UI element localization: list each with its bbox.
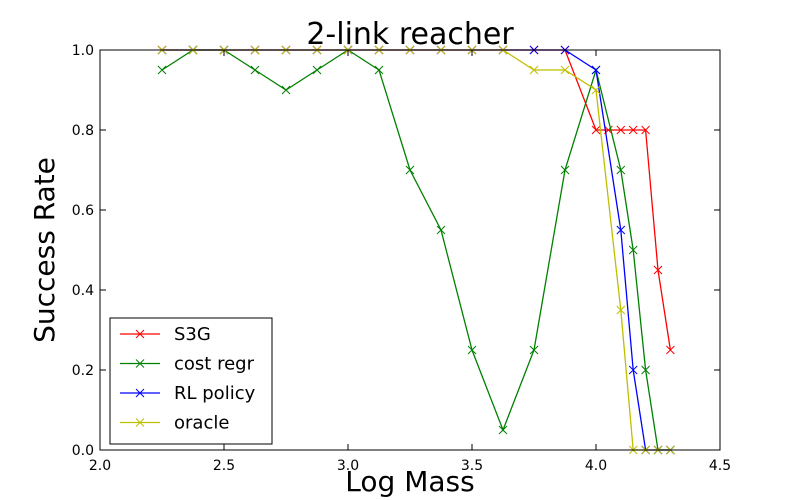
data-point	[498, 425, 508, 435]
legend-label: oracle	[174, 413, 229, 434]
data-point	[157, 65, 167, 75]
legend-marker	[135, 329, 145, 339]
y-axis-label: Success Rate	[28, 157, 61, 343]
data-point	[560, 165, 570, 175]
legend-marker	[135, 388, 145, 398]
data-point	[641, 125, 650, 135]
data-point	[628, 125, 638, 135]
data-point	[374, 65, 384, 75]
data-point	[616, 305, 626, 315]
axis-ticks: 2.0 2.5 3.0 3.5 4.0 4.5 0.0 0.2 0.4 0.6 0.8 1.0	[72, 43, 731, 474]
x-axis-label: Log Mass	[345, 465, 474, 498]
data-point	[529, 345, 539, 355]
legend-label: cost regr	[174, 354, 255, 375]
legend-item: oracle	[120, 413, 229, 434]
data-point	[591, 65, 601, 75]
data-point	[628, 245, 638, 255]
legend-item: cost regr	[120, 354, 255, 375]
chart-title: 2-link reacher	[306, 17, 514, 52]
data-point	[616, 225, 626, 235]
data-point	[641, 365, 650, 375]
data-point	[281, 85, 291, 95]
y-tick-label: 0.6	[72, 203, 94, 219]
data-point	[653, 265, 663, 275]
data-point	[616, 165, 626, 175]
axes-frame	[99, 49, 721, 451]
data-point	[591, 85, 601, 95]
data-point	[467, 345, 477, 355]
data-point	[312, 65, 322, 75]
legend-item: S3G	[120, 324, 211, 345]
x-tick-label: 4.0	[585, 458, 607, 474]
data-point	[529, 65, 539, 75]
legend-label: RL policy	[174, 383, 256, 404]
data-point	[560, 65, 570, 75]
x-tick-label: 4.5	[709, 458, 731, 474]
data-point	[628, 365, 638, 375]
x-tick-label: 3.5	[461, 458, 483, 474]
y-tick-label: 0.2	[72, 363, 94, 379]
legend-marker	[135, 418, 145, 427]
y-tick-label: 0.0	[72, 443, 94, 459]
legend: S3G cost regr RL policy oracle	[109, 317, 273, 445]
data-point	[591, 125, 601, 135]
x-tick-label: 2.0	[89, 458, 111, 474]
x-tick-label: 3.0	[337, 458, 359, 474]
x-tick-label: 2.5	[213, 458, 235, 474]
y-tick-label: 1.0	[72, 43, 94, 59]
data-point	[616, 125, 626, 135]
legend-marker	[135, 359, 145, 368]
series-line	[161, 49, 671, 451]
legend-label: S3G	[174, 324, 211, 345]
y-tick-label: 0.8	[72, 123, 94, 139]
data-point	[250, 65, 260, 75]
data-point	[436, 225, 446, 235]
data-point	[405, 165, 415, 175]
data-point	[666, 345, 675, 355]
y-tick-label: 0.4	[72, 283, 94, 299]
legend-item: RL policy	[120, 383, 256, 404]
